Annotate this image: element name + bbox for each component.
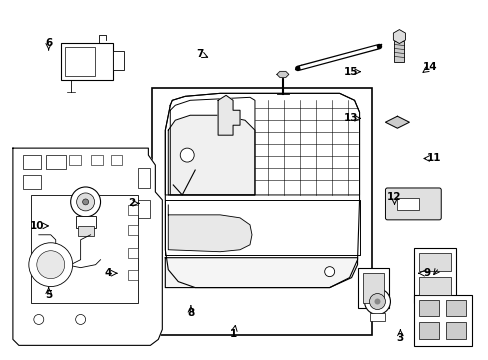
Circle shape [29, 243, 73, 287]
Bar [110, 155, 122, 165]
Text: 5: 5 [45, 290, 52, 300]
Text: 15: 15 [343, 67, 357, 77]
Bar [138, 200, 150, 218]
Circle shape [324, 267, 334, 276]
Bar [31, 195, 138, 302]
Bar [419, 323, 438, 339]
Bar [23, 155, 41, 169]
Bar [23, 175, 41, 189]
Bar [446, 323, 465, 339]
Bar [90, 155, 102, 165]
Text: 6: 6 [45, 38, 52, 48]
Bar [64, 46, 94, 76]
Circle shape [37, 251, 64, 279]
Polygon shape [276, 71, 288, 77]
Bar [138, 168, 150, 188]
Circle shape [76, 315, 85, 324]
Circle shape [364, 289, 389, 315]
Bar [419, 300, 438, 316]
Text: 7: 7 [196, 49, 203, 59]
Bar [397, 198, 419, 210]
Bar [78, 226, 93, 236]
Bar [413, 294, 471, 346]
Bar [128, 270, 138, 280]
Bar [61, 42, 112, 80]
Polygon shape [168, 205, 251, 252]
Circle shape [374, 298, 380, 305]
Bar [419, 253, 450, 271]
Polygon shape [165, 258, 357, 288]
Bar [419, 276, 450, 294]
Text: 9: 9 [423, 268, 430, 278]
Text: 12: 12 [386, 192, 401, 202]
Bar [413, 248, 455, 302]
Polygon shape [13, 148, 162, 345]
Text: 10: 10 [30, 221, 44, 231]
Bar [68, 155, 81, 165]
Circle shape [34, 315, 44, 324]
Bar [128, 205, 138, 215]
Bar [152, 88, 371, 336]
Text: 3: 3 [396, 333, 403, 343]
Text: 8: 8 [187, 308, 194, 318]
Bar [76, 216, 95, 228]
Text: 1: 1 [230, 329, 237, 339]
Bar [357, 268, 388, 307]
Bar [362, 273, 384, 302]
Polygon shape [168, 115, 254, 195]
Text: 11: 11 [427, 153, 441, 163]
Bar [112, 50, 124, 71]
Polygon shape [218, 95, 240, 135]
Bar [128, 225, 138, 235]
Circle shape [82, 199, 88, 205]
Polygon shape [385, 116, 408, 128]
Text: 4: 4 [104, 268, 112, 278]
Circle shape [369, 293, 385, 310]
FancyBboxPatch shape [385, 188, 440, 220]
Bar [128, 248, 138, 258]
Polygon shape [165, 93, 359, 288]
Bar [46, 155, 65, 169]
Bar [394, 41, 404, 62]
Text: 13: 13 [343, 113, 357, 123]
Text: 2: 2 [127, 198, 135, 208]
Text: 14: 14 [423, 62, 437, 72]
Bar [369, 314, 385, 321]
Circle shape [180, 148, 194, 162]
Circle shape [71, 187, 101, 217]
Bar [446, 300, 465, 316]
Circle shape [77, 193, 94, 211]
